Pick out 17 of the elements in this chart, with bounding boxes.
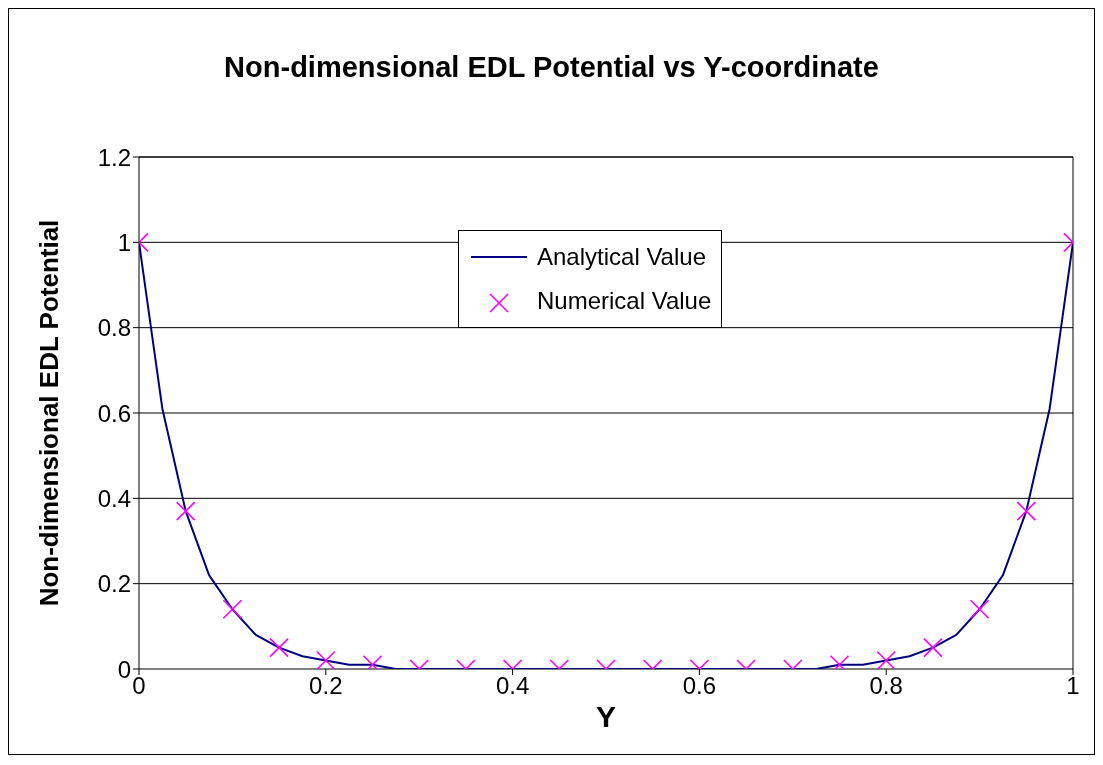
legend-label: Analytical Value bbox=[537, 243, 706, 271]
legend-label: Numerical Value bbox=[537, 287, 712, 315]
x-tick-label: 1 bbox=[1066, 672, 1080, 700]
x-axis-title: Y bbox=[595, 700, 617, 733]
y-tick-label: 0.6 bbox=[97, 399, 131, 427]
y-tick-label: 1.2 bbox=[97, 143, 131, 171]
y-tick-label: 0.4 bbox=[97, 484, 131, 512]
y-tick-label: 0.8 bbox=[97, 314, 131, 342]
x-tick-label: 0.8 bbox=[869, 672, 903, 700]
x-tick-label: 0.2 bbox=[309, 672, 343, 700]
chart-title: Non-dimensional EDL Potential vs Y-coordinate bbox=[223, 51, 880, 85]
x-tick-label: 0.6 bbox=[682, 672, 717, 700]
y-tick-label: 1 bbox=[117, 228, 131, 256]
y-tick-label: 0 bbox=[117, 655, 131, 683]
y-tick-label: 0.2 bbox=[97, 570, 131, 598]
y-axis-title: Non-dimensional EDL Potential bbox=[34, 219, 65, 607]
x-tick-label: 0.4 bbox=[495, 672, 530, 700]
